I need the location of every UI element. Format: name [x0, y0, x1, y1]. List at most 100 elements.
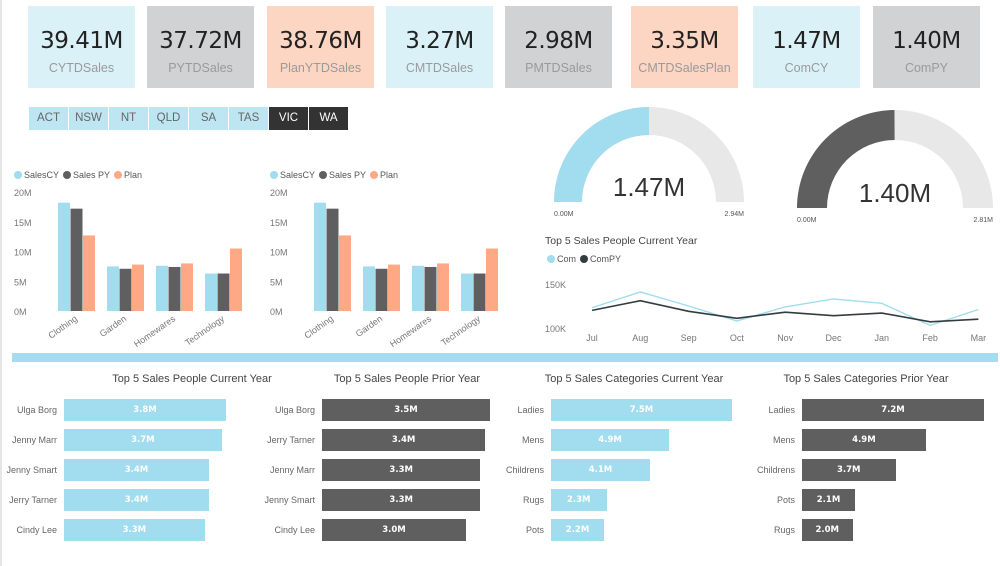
bar-salescy[interactable] — [461, 274, 473, 311]
kpi-card-planytdsales: 38.76MPlanYTDSales — [267, 6, 374, 88]
kpi-value: 2.98M — [505, 28, 612, 54]
column-chart: 0M5M10M15M20MClothingGardenHomewaresTech… — [2, 180, 252, 350]
slicer-state-wa[interactable]: WA — [309, 107, 348, 130]
y-tick-label: 0M — [14, 307, 27, 317]
legend-label: Plan — [124, 170, 142, 180]
category-label: Jerry Tarner — [0, 489, 57, 511]
divider-bar — [12, 353, 998, 362]
bar[interactable]: 3.7M — [64, 429, 222, 451]
kpi-value: 37.72M — [147, 28, 254, 54]
bar[interactable]: 3.7M — [802, 459, 896, 481]
legend-item[interactable]: Com — [547, 254, 576, 264]
bar-salescy[interactable] — [363, 266, 375, 311]
bar-plan[interactable] — [437, 263, 449, 311]
slicer-state-tas[interactable]: TAS — [229, 107, 268, 130]
bar[interactable]: 3.4M — [64, 459, 209, 481]
category-label: Mens — [705, 429, 795, 451]
bar-plan[interactable] — [230, 249, 242, 311]
bar-plan[interactable] — [486, 249, 498, 311]
bar[interactable]: 4.9M — [551, 429, 669, 451]
bar[interactable]: 7.2M — [802, 399, 984, 421]
bar[interactable]: 2.0M — [802, 519, 853, 541]
bar[interactable]: 3.4M — [64, 489, 209, 511]
bar[interactable]: 2.2M — [551, 519, 604, 541]
category-label: Jenny Marr — [0, 429, 57, 451]
legend-item[interactable]: Plan — [370, 170, 398, 180]
category-label: Childrens — [454, 459, 544, 481]
kpi-value: 38.76M — [267, 28, 374, 54]
slicer-state-qld[interactable]: QLD — [149, 107, 188, 130]
bar-sales-py[interactable] — [120, 269, 132, 311]
bar-plan[interactable] — [339, 235, 351, 311]
kpi-value: 3.27M — [386, 28, 493, 54]
slicer-state-vic[interactable]: VIC — [269, 107, 308, 130]
bar-salescy[interactable] — [107, 266, 119, 311]
kpi-value: 1.47M — [753, 28, 860, 54]
category-label: Ulga Borg — [0, 399, 57, 421]
category-label: Jenny Smart — [225, 489, 315, 511]
bar-plan[interactable] — [181, 263, 193, 311]
line-series-compy[interactable] — [592, 301, 978, 322]
gauge-chart: 1.40M0.00M2.81M — [785, 108, 1000, 238]
legend-item[interactable]: Plan — [114, 170, 142, 180]
bar[interactable]: 3.0M — [322, 519, 466, 541]
bar-salescy[interactable] — [156, 266, 168, 311]
legend-item[interactable]: ComPY — [580, 254, 621, 264]
legend-item[interactable]: Sales PY — [319, 170, 366, 180]
bar[interactable]: 4.1M — [551, 459, 650, 481]
kpi-label: ComCY — [753, 61, 860, 75]
bar-sales-py[interactable] — [218, 274, 230, 311]
bar-sales-py[interactable] — [169, 267, 181, 311]
bar-plan[interactable] — [83, 235, 95, 311]
gauge-value: 1.47M — [613, 172, 685, 202]
bar-sales-py[interactable] — [425, 267, 437, 311]
x-tick-label: Technology — [183, 313, 226, 348]
legend-dot-icon — [319, 171, 327, 179]
kpi-card-pmtdsales: 2.98MPMTDSales — [505, 6, 612, 88]
legend-dot-icon — [370, 171, 378, 179]
kpi-card-compy: 1.40MComPY — [873, 6, 980, 88]
legend-label: Sales PY — [73, 170, 110, 180]
bar-sales-py[interactable] — [474, 274, 486, 311]
bar-sales-py[interactable] — [327, 209, 339, 311]
legend-label: Com — [557, 254, 576, 264]
category-label: Ulga Borg — [225, 399, 315, 421]
bar-sales-py[interactable] — [376, 269, 388, 311]
bar-chart-title: Top 5 Sales Categories Prior Year — [766, 373, 966, 385]
y-tick-label: 100K — [545, 324, 566, 334]
bar-sales-py[interactable] — [71, 209, 83, 311]
slicer-state-sa[interactable]: SA — [189, 107, 228, 130]
category-label: Pots — [705, 489, 795, 511]
legend-item[interactable]: SalesCY — [270, 170, 315, 180]
bar[interactable]: 2.1M — [802, 489, 855, 511]
x-tick-label: Garden — [354, 313, 384, 338]
legend-dot-icon — [270, 171, 278, 179]
bar[interactable]: 4.9M — [802, 429, 926, 451]
x-tick-label: Jan — [875, 333, 890, 343]
bar-salescy[interactable] — [205, 274, 217, 311]
bar-plan[interactable] — [388, 265, 400, 311]
bar-salescy[interactable] — [314, 203, 326, 311]
x-tick-label: Nov — [777, 333, 794, 343]
legend-item[interactable]: SalesCY — [14, 170, 59, 180]
slicer-state-nt[interactable]: NT — [109, 107, 148, 130]
bar-plan[interactable] — [132, 265, 144, 311]
legend-dot-icon — [63, 171, 71, 179]
category-label: Mens — [454, 429, 544, 451]
x-tick-label: Dec — [825, 333, 842, 343]
slicer-state-nsw[interactable]: NSW — [69, 107, 108, 130]
bar-salescy[interactable] — [58, 203, 70, 311]
line-chart-title: Top 5 Sales People Current Year — [545, 235, 697, 247]
slicer-state-act[interactable]: ACT — [29, 107, 68, 130]
category-label: Cindy Lee — [225, 519, 315, 541]
bar[interactable]: 2.3M — [551, 489, 607, 511]
kpi-card-cmtdsales: 3.27MCMTDSales — [386, 6, 493, 88]
x-tick-label: Homewares — [132, 313, 177, 349]
chart-legend: SalesCY Sales PY Plan — [270, 170, 398, 180]
bar-chart-title: Top 5 Sales People Current Year — [92, 373, 292, 385]
bar-salescy[interactable] — [412, 266, 424, 311]
bar[interactable]: 3.3M — [64, 519, 205, 541]
bar[interactable]: 3.8M — [64, 399, 226, 421]
legend-item[interactable]: Sales PY — [63, 170, 110, 180]
gauge-chart: 1.47M0.00M2.94M — [539, 105, 759, 235]
